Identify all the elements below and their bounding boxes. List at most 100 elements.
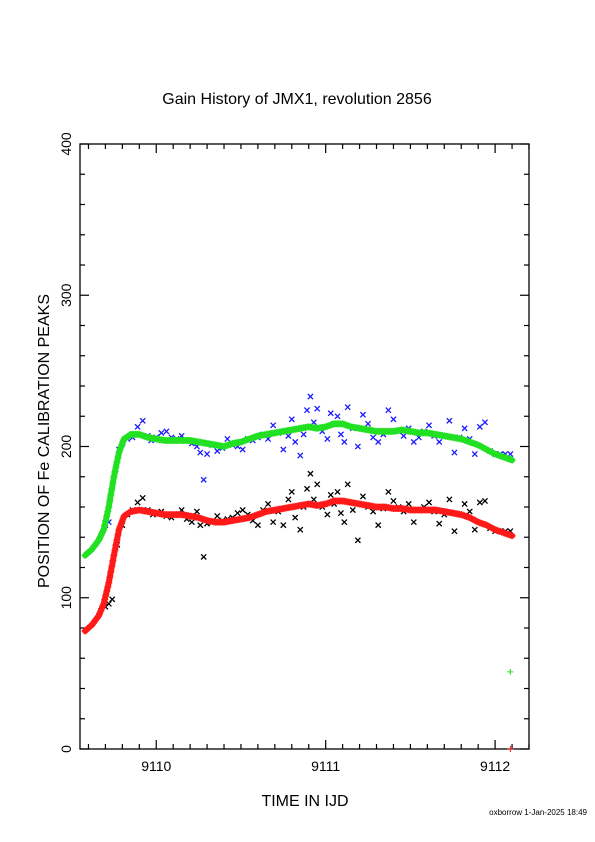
data-point <box>188 519 195 526</box>
fit-point <box>105 579 113 587</box>
fit-point <box>464 437 472 445</box>
data-point <box>303 407 311 414</box>
fit-point <box>101 596 109 604</box>
data-point <box>337 431 344 438</box>
data-point <box>109 596 116 603</box>
data-point <box>224 435 231 442</box>
data-point <box>197 449 204 456</box>
fit-point <box>328 420 336 428</box>
data-point <box>270 519 277 526</box>
fit-point <box>491 450 499 458</box>
data-point <box>292 438 299 446</box>
fit-point <box>108 562 116 570</box>
fit-point <box>249 434 257 442</box>
fit-point <box>244 436 252 444</box>
data-point <box>341 519 348 526</box>
series-lower-points <box>102 470 514 610</box>
series-outlier <box>507 668 514 675</box>
data-point <box>370 434 377 441</box>
fit-point <box>252 433 260 441</box>
fit-point <box>466 438 474 446</box>
fit-point <box>469 439 477 447</box>
fit-point <box>109 557 117 565</box>
fit-point <box>135 430 143 438</box>
fit-point <box>103 512 111 520</box>
data-point <box>300 431 307 438</box>
fit-point <box>104 583 112 591</box>
fit-point <box>457 511 465 519</box>
fit-point <box>101 521 109 529</box>
fit-point <box>242 436 250 444</box>
y-tick-label: 0 <box>58 745 74 753</box>
fit-point <box>498 452 506 460</box>
fit-point <box>245 514 253 522</box>
fit-point <box>493 526 501 534</box>
data-point <box>481 419 489 426</box>
data-point <box>214 513 221 520</box>
x-tick-label: 9110 <box>141 758 171 774</box>
x-axis-label: TIME IN IJD <box>261 793 348 810</box>
fit-point <box>111 546 119 554</box>
data-point <box>200 553 207 560</box>
data-point <box>134 423 141 430</box>
fit-point <box>254 511 262 519</box>
fit-point <box>461 436 469 444</box>
outlier-point <box>507 746 514 752</box>
data-point <box>344 481 351 488</box>
data-point <box>254 522 261 529</box>
data-point <box>341 438 348 446</box>
fit-point <box>125 508 133 516</box>
fit-point <box>251 512 259 520</box>
fit-point <box>491 526 499 534</box>
fit-point <box>108 485 116 493</box>
fit-point <box>325 499 333 507</box>
fit-point <box>252 511 260 519</box>
data-point <box>405 500 412 508</box>
credit-line: oxborrow 1-Jan-2025 18:49 <box>489 808 587 817</box>
fit-point <box>496 452 504 460</box>
data-point <box>314 405 321 412</box>
data-point <box>349 506 356 514</box>
fit-point <box>501 454 509 462</box>
fit-point <box>478 519 486 527</box>
fit-point <box>322 423 330 431</box>
data-point <box>337 509 344 517</box>
fit-point <box>251 433 259 441</box>
fit-point <box>106 573 114 581</box>
fit-point <box>110 551 118 559</box>
fit-point <box>114 531 122 539</box>
fit-point <box>104 508 112 516</box>
data-point <box>446 417 453 424</box>
fit-point <box>462 437 470 445</box>
fit-point <box>506 456 514 464</box>
fit-point <box>125 431 133 439</box>
fit-point <box>261 508 269 516</box>
fit-point <box>200 515 208 523</box>
data-point <box>436 520 443 527</box>
fit-point <box>493 451 501 459</box>
y-tick-label: 100 <box>58 586 74 610</box>
fit-point <box>496 528 504 536</box>
data-point <box>400 432 407 439</box>
data-point <box>446 496 453 503</box>
fit-point <box>495 527 503 535</box>
fit-point <box>508 532 516 540</box>
fit-point <box>327 421 335 429</box>
fit-point <box>505 531 513 539</box>
fit-point <box>113 458 121 466</box>
fit-point <box>476 519 484 527</box>
data-point <box>307 393 314 400</box>
fit-point <box>247 513 255 521</box>
fit-point <box>481 521 489 529</box>
outlier-point <box>507 668 514 675</box>
fit-point <box>220 443 228 450</box>
data-point <box>197 522 204 529</box>
fit-point <box>464 513 472 521</box>
data-point <box>359 493 367 500</box>
fit-point <box>501 529 509 537</box>
y-axis-label: POSITION OF Fe CALIBRATION PEAKS <box>36 294 53 588</box>
data-point <box>285 496 292 503</box>
fit-point <box>102 591 110 599</box>
fit-point <box>110 473 118 481</box>
data-point <box>390 497 397 505</box>
